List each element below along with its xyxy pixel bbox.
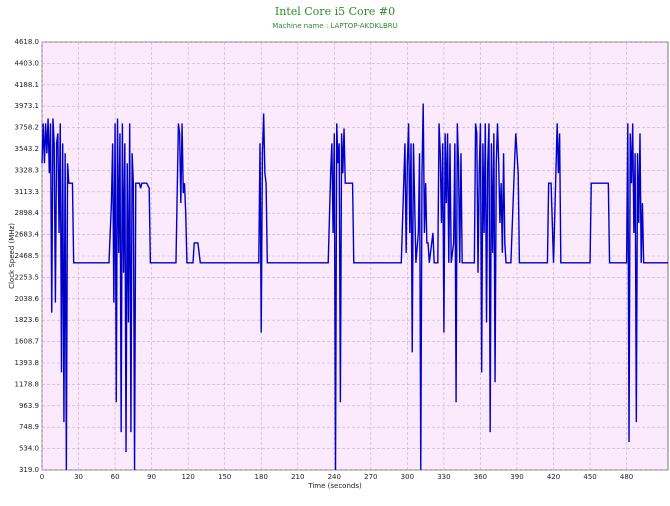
y-tick-label: 2683.4 [15, 231, 40, 239]
data-line [41, 103, 668, 471]
y-tick-label: 3113.3 [15, 188, 40, 196]
x-tick-label: 120 [181, 473, 194, 481]
y-axis-label: Clock Speed (MHz) [8, 223, 16, 289]
y-tick-label: 1178.8 [15, 380, 40, 388]
y-tick-label: 3543.2 [15, 145, 40, 153]
x-tick-label: 180 [255, 473, 268, 481]
chart-subtitle: Machine name : LAPTOP-AKDKLBRU [272, 22, 398, 30]
y-tick-label: 319.0 [19, 466, 39, 474]
y-tick-label: 1608.7 [15, 338, 40, 346]
x-tick-label: 300 [401, 473, 414, 481]
y-tick-label: 1823.6 [15, 316, 40, 324]
x-tick-label: 330 [437, 473, 450, 481]
chart-title: Intel Core i5 Core #0 [275, 5, 395, 18]
y-tick-label: 1393.8 [15, 359, 40, 367]
x-tick-label: 210 [291, 473, 304, 481]
x-tick-label: 240 [328, 473, 341, 481]
x-tick-label: 90 [147, 473, 156, 481]
y-tick-label: 534.0 [19, 445, 39, 453]
y-tick-label: 2038.6 [15, 295, 40, 303]
x-tick-label: 450 [583, 473, 596, 481]
y-tick-label: 2898.4 [15, 209, 40, 217]
y-tick-label: 4403.0 [15, 59, 40, 67]
y-tick-label: 4618.0 [15, 38, 40, 46]
y-tick-label: 748.9 [19, 423, 39, 431]
x-tick-label: 390 [510, 473, 523, 481]
y-tick-label: 4188.1 [15, 81, 40, 89]
y-tick-label: 2468.5 [15, 252, 40, 260]
x-tick-label: 480 [620, 473, 633, 481]
x-tick-label: 60 [111, 473, 120, 481]
y-tick-label: 3973.1 [15, 102, 40, 110]
y-tick-label: 2253.5 [15, 273, 40, 281]
y-tick-label: 3758.2 [15, 124, 40, 132]
x-tick-label: 360 [474, 473, 487, 481]
x-tick-label: 150 [218, 473, 231, 481]
y-tick-label: 3328.3 [15, 166, 40, 174]
y-tick-label: 963.9 [19, 402, 39, 410]
x-tick-label: 270 [364, 473, 377, 481]
x-tick-label: 0 [40, 473, 44, 481]
x-axis-label: Time (seconds) [307, 482, 362, 490]
x-tick-label: 420 [547, 473, 560, 481]
x-tick-label: 30 [74, 473, 83, 481]
